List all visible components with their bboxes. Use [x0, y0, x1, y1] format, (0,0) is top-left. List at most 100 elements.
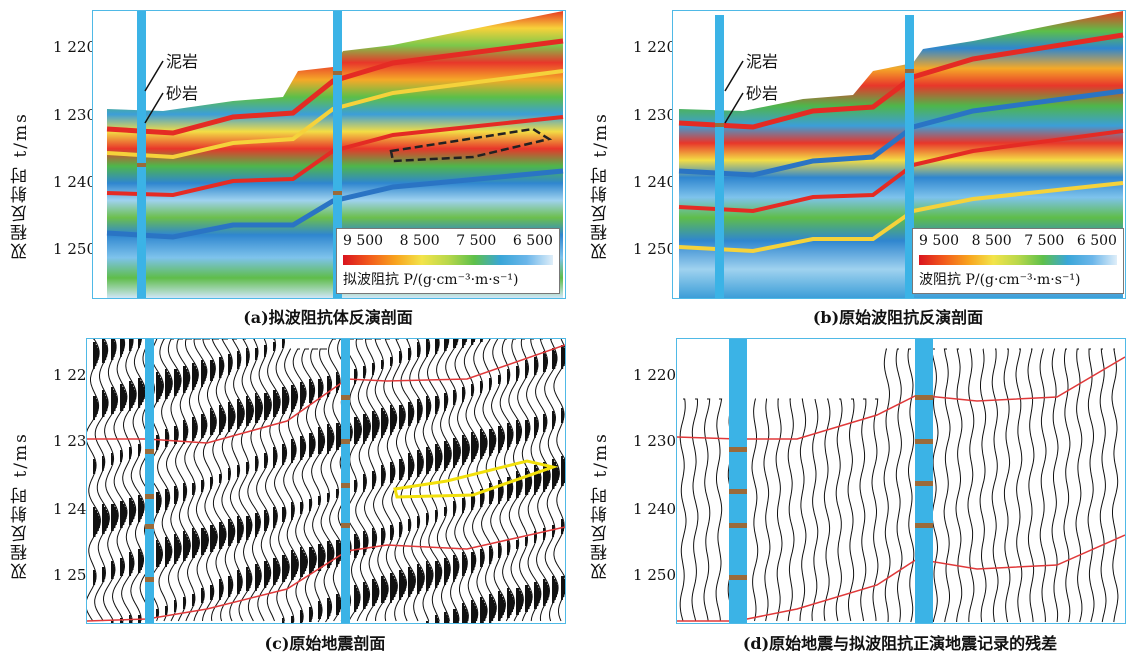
seismic-trace	[703, 398, 711, 622]
y-tick: 1 230	[53, 432, 96, 450]
impedance-section-image	[678, 11, 1124, 298]
seismic-trace	[883, 348, 891, 623]
seismic-trace	[787, 398, 795, 622]
panel-b: 双程反射时 t/ms 1 220 1 230 1 240 1 250	[570, 0, 1128, 330]
seismic-trace	[895, 348, 903, 623]
seismic-trace	[1099, 348, 1107, 623]
impedance-section-image	[106, 11, 564, 298]
seismic-trace	[553, 339, 565, 622]
y-tick: 1 250	[633, 566, 676, 584]
well-marker	[729, 339, 747, 623]
seismic-trace	[1051, 348, 1059, 623]
y-axis-label: 双程反射时 t/ms	[591, 112, 611, 260]
seismic-trace	[943, 348, 951, 623]
caption-c: (c)原始地震剖面	[264, 634, 386, 653]
mudstone-label: 泥岩	[166, 52, 199, 71]
seismic-trace	[979, 348, 987, 623]
caption-d: (d)原始地震与拟波阻抗正演地震记录的残差	[742, 634, 1058, 653]
seismic-trace	[991, 348, 999, 623]
seismic-section-c	[86, 338, 566, 624]
seismic-trace	[517, 339, 533, 622]
seismic-trace	[238, 339, 255, 622]
seismic-trace	[121, 339, 137, 622]
seismic-trace	[355, 339, 372, 622]
colorbar-tick: 8 500	[971, 233, 1012, 249]
seismic-trace	[859, 398, 867, 622]
colorbar-a: 9 500 8 500 7 500 6 500 拟波阻抗 P/(g·cm⁻³·m…	[336, 228, 560, 294]
seismic-section-image	[87, 339, 565, 623]
colorbar-tick: 8 500	[399, 233, 440, 249]
caption-b: (b)原始波阻抗反演剖面	[812, 308, 984, 327]
colorbar-gradient	[343, 255, 553, 265]
seismic-trace	[955, 348, 963, 623]
seismic-trace	[87, 339, 101, 622]
impedance-section-a	[92, 10, 566, 299]
seismic-trace	[130, 339, 146, 622]
seismic-trace	[751, 398, 759, 622]
y-tick: 1 220	[633, 38, 676, 56]
y-tick: 1 250	[53, 566, 96, 584]
seismic-trace	[247, 339, 264, 622]
colorbar-tick: 6 500	[1076, 233, 1117, 249]
seismic-trace	[691, 398, 699, 622]
panel-c: 双程反射时 t/ms 1 220 1 230 1 240 1 250 (c)原始…	[0, 330, 570, 654]
seismic-trace	[847, 398, 855, 622]
seismic-trace	[871, 398, 879, 622]
seismic-trace	[229, 339, 245, 622]
colorbar-tick: 7 500	[1024, 233, 1065, 249]
well-marker	[905, 15, 914, 298]
seismic-trace	[799, 398, 807, 622]
mudstone-label: 泥岩	[746, 52, 779, 71]
well-marker	[137, 11, 146, 298]
well-marker	[715, 15, 724, 298]
seismic-trace	[763, 398, 771, 622]
panel-d: 双程反射时 t/ms 1 220 1 230 1 240 1 250 (d)原始…	[570, 330, 1128, 654]
seismic-trace	[1003, 348, 1011, 623]
seismic-trace	[409, 339, 425, 622]
y-tick: 1 250	[53, 240, 96, 258]
seismic-trace	[463, 339, 479, 622]
seismic-trace	[1063, 348, 1071, 623]
y-tick: 1 240	[53, 500, 96, 518]
seismic-trace	[157, 339, 173, 622]
seismic-trace	[835, 398, 843, 622]
residual-section-image	[677, 339, 1125, 623]
seismic-trace	[1075, 348, 1083, 623]
residual-section-d	[676, 338, 1126, 624]
seismic-trace	[220, 339, 236, 622]
colorbar-tick: 9 500	[343, 233, 384, 249]
sand-body-outline	[393, 459, 559, 499]
panel-a: 双程反射时 t/ms 1 220 1 230 1 240 1 250	[0, 0, 570, 330]
well-marker	[333, 11, 342, 298]
sand-body-outline	[389, 127, 553, 163]
well-marker	[145, 339, 154, 623]
y-tick: 1 240	[53, 173, 96, 191]
caption-a: (a)拟波阻抗体反演剖面	[243, 308, 413, 327]
sandstone-label: 砂岩	[746, 84, 779, 103]
seismic-trace	[1111, 348, 1119, 623]
seismic-trace	[210, 339, 227, 622]
colorbar-tick: 7 500	[456, 233, 497, 249]
y-tick: 1 230	[53, 106, 96, 124]
colorbar-gradient	[919, 255, 1117, 265]
sandstone-label: 砂岩	[166, 84, 199, 103]
seismic-trace	[823, 398, 831, 622]
seismic-trace	[472, 339, 488, 622]
seismic-trace	[102, 339, 119, 622]
seismic-trace	[679, 398, 687, 622]
y-axis-label: 双程反射时 t/ms	[591, 432, 611, 580]
colorbar-title: 波阻抗 P/(g·cm⁻³·m·s⁻¹)	[919, 272, 1081, 288]
y-tick: 1 230	[633, 106, 676, 124]
colorbar-title: 拟波阻抗 P/(g·cm⁻³·m·s⁻¹)	[343, 272, 519, 288]
y-tick: 1 220	[53, 38, 96, 56]
well-marker	[341, 339, 350, 623]
seismic-trace	[811, 398, 819, 622]
y-tick: 1 240	[633, 500, 676, 518]
colorbar-tick: 6 500	[512, 233, 553, 249]
seismic-trace	[1015, 348, 1023, 623]
seismic-trace	[775, 398, 783, 622]
seismic-trace	[907, 348, 915, 623]
y-tick: 1 240	[633, 173, 676, 191]
seismic-trace	[931, 348, 939, 623]
seismic-trace	[967, 348, 975, 623]
